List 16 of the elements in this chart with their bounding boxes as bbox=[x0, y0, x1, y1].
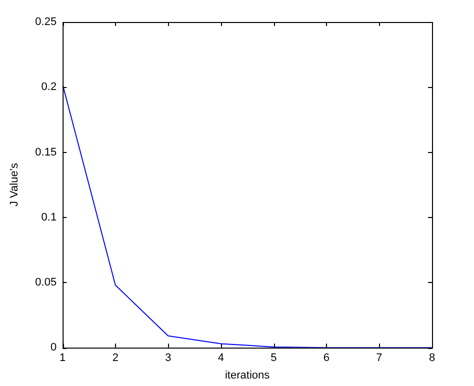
y-tick-label: 0 bbox=[50, 342, 57, 354]
x-axis-title: iterations bbox=[224, 369, 270, 382]
y-tick-label: 0.1 bbox=[41, 211, 57, 224]
x-tick-label: 3 bbox=[165, 352, 172, 364]
x-tick-label: 8 bbox=[428, 352, 436, 364]
y-axis-title: J Value's bbox=[8, 162, 21, 207]
x-tick-label: 4 bbox=[218, 352, 224, 364]
y-tick-label: 0.15 bbox=[35, 146, 57, 158]
y-tick-label: 0.2 bbox=[41, 81, 57, 94]
y-tick-label: 0.05 bbox=[35, 276, 57, 289]
x-tick-label: 6 bbox=[323, 352, 330, 364]
y-tick-label: 0.25 bbox=[35, 16, 57, 28]
x-tick-label: 2 bbox=[112, 352, 118, 364]
x-tick-label: 5 bbox=[270, 352, 277, 364]
x-tick-label: 1 bbox=[60, 352, 66, 364]
x-tick-label: 7 bbox=[376, 352, 382, 364]
